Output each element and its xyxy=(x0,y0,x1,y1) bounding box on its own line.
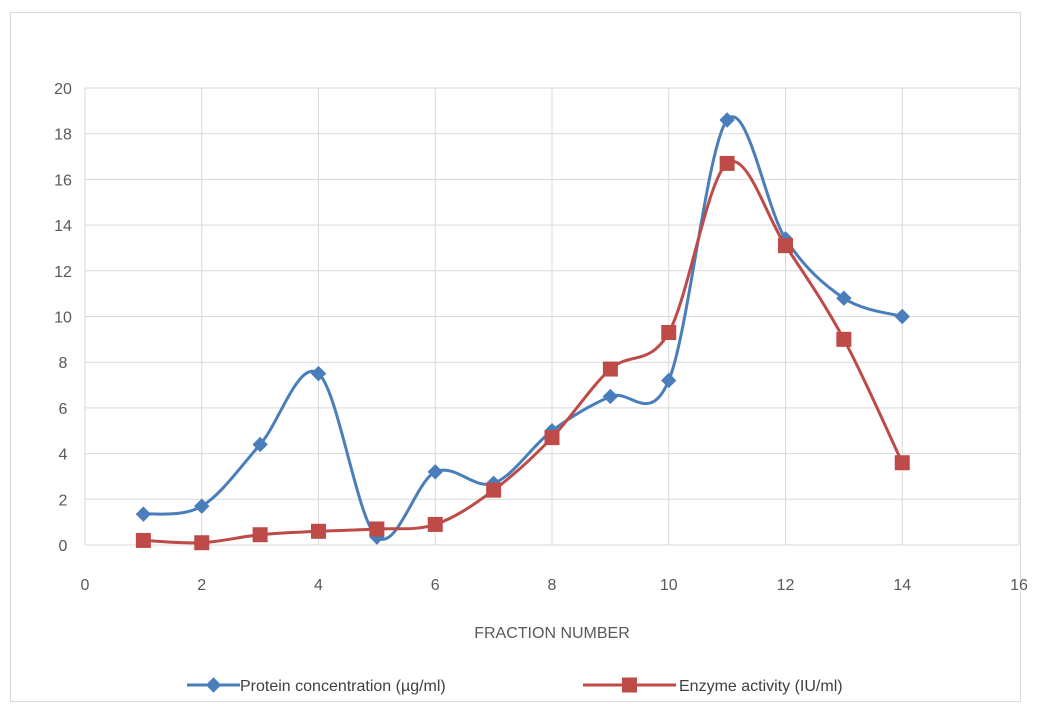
x-tick-label: 14 xyxy=(893,577,911,594)
y-tick-label: 16 xyxy=(54,172,72,189)
y-tick-label: 2 xyxy=(59,492,68,509)
diamond-marker xyxy=(836,290,852,306)
legend-label: Enzyme activity (IU/ml) xyxy=(679,678,843,695)
y-tick-label: 4 xyxy=(59,447,68,464)
diamond-marker xyxy=(661,372,677,389)
x-tick-label: 4 xyxy=(314,577,323,594)
diamond-marker xyxy=(310,365,327,382)
gridlines xyxy=(84,87,1020,546)
x-tick-label: 2 xyxy=(197,577,206,594)
diamond-marker xyxy=(894,308,910,325)
y-axis-ticks: 0 2 4 6 8 10 12 14 16 18 20 xyxy=(54,81,72,555)
square-marker xyxy=(369,521,385,537)
diamond-marker xyxy=(194,498,210,514)
square-marker xyxy=(135,532,151,548)
series-line xyxy=(143,159,904,545)
y-tick-label: 6 xyxy=(59,401,68,418)
y-tick-label: 10 xyxy=(54,310,72,327)
diamond-marker xyxy=(135,506,152,522)
square-marker xyxy=(544,430,560,446)
x-tick-label: 8 xyxy=(548,577,557,594)
y-tick-label: 12 xyxy=(54,264,72,281)
series-protein-concentration xyxy=(135,112,910,545)
legend: Protein concentration (µg/ml) Enzyme acti… xyxy=(187,677,843,695)
square-marker xyxy=(661,324,677,340)
legend-item: Enzyme activity (IU/ml) xyxy=(583,677,843,695)
diamond-marker xyxy=(719,112,735,128)
diamond-marker xyxy=(252,436,268,453)
square-marker xyxy=(602,361,618,377)
legend-item: Protein concentration (µg/ml) xyxy=(187,677,446,695)
series-layer xyxy=(135,112,910,551)
y-tick-label: 8 xyxy=(59,355,68,372)
y-tick-label: 20 xyxy=(54,81,72,98)
diamond-marker xyxy=(427,464,443,480)
square-marker xyxy=(836,331,852,347)
x-tick-label: 0 xyxy=(81,577,90,594)
square-marker xyxy=(252,527,268,543)
square-marker xyxy=(486,482,502,498)
x-tick-label: 12 xyxy=(777,577,795,594)
square-marker xyxy=(719,155,735,171)
series-line xyxy=(143,115,903,541)
x-tick-label: 6 xyxy=(431,577,440,594)
x-tick-label: 16 xyxy=(1010,577,1028,594)
y-tick-label: 14 xyxy=(54,218,72,235)
square-marker xyxy=(194,535,210,551)
square-marker xyxy=(894,455,910,471)
y-tick-label: 0 xyxy=(59,538,68,555)
x-axis-ticks: 0 2 4 6 8 10 12 14 16 xyxy=(81,577,1028,594)
x-tick-label: 10 xyxy=(660,577,678,594)
x-axis-title: FRACTION NUMBER xyxy=(474,625,630,642)
square-marker xyxy=(778,238,793,254)
y-tick-label: 18 xyxy=(54,127,72,144)
legend-label: Protein concentration (µg/ml) xyxy=(240,678,446,695)
square-marker xyxy=(311,523,326,539)
square-marker xyxy=(427,516,443,532)
diamond-marker xyxy=(602,388,619,405)
series-enzyme-activity xyxy=(135,155,910,551)
legend-diamond-marker xyxy=(205,677,222,693)
legend-square-marker xyxy=(622,677,637,693)
